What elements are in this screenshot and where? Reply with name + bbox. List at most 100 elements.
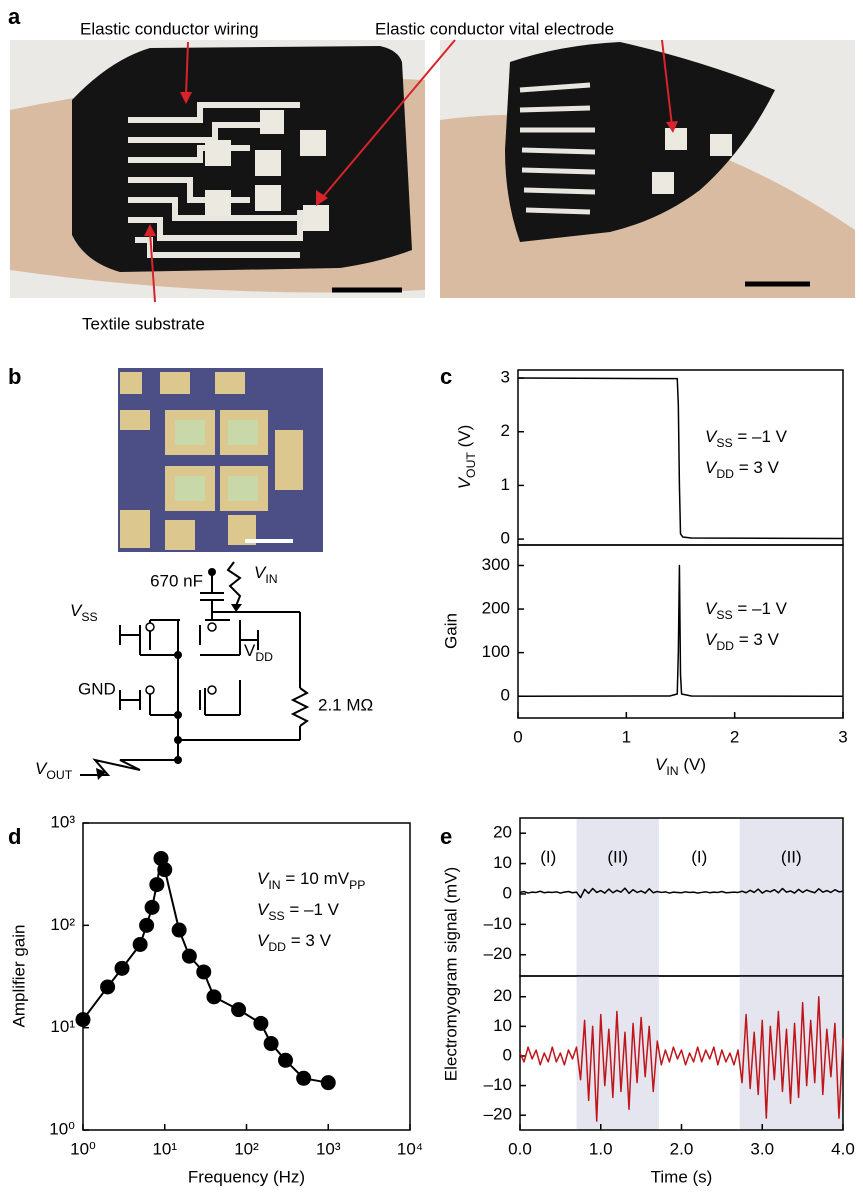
y-tick-label: 10 [493,853,512,872]
data-point [115,961,130,976]
circuit-label: GND [78,679,116,698]
annotation-part: = 3 V [734,458,780,477]
shaded-region [740,818,843,976]
panel-label: e [440,824,452,849]
data-point [133,937,148,952]
x-tick-label: 2 [730,727,739,746]
y-tick-label: 2 [501,421,510,440]
region-label: (I) [540,847,556,866]
data-line [518,565,843,696]
figure: Elastic conductor wiring Elastic conduct… [0,0,863,1202]
y-tick-label: 0 [501,686,510,705]
annotation-part: = 3 V [734,630,780,649]
photo-label: Elastic conductor vital electrode [375,19,614,38]
plot-frame [83,823,410,1130]
data-point [100,979,115,994]
y-tick-label: 20 [493,986,512,1005]
micrograph [118,368,323,552]
shaded-region [577,818,659,976]
y-tick-label: 300 [482,555,510,574]
y-tick-label: –10 [484,1075,512,1094]
x-tick-label: 3 [838,727,847,746]
photo-right [440,40,855,298]
circuit-label-part: OUT [46,768,72,782]
y-tick-label: 0 [503,883,512,902]
circuit-label: 670 nF [150,571,203,590]
data-point [149,877,164,892]
circuit-label: VIN [254,563,278,586]
x-axis-label: VIN (V) [655,755,706,778]
y-tick-label: –20 [484,1105,512,1124]
photo-left [10,40,425,298]
x-tick-label: 10² [234,1139,259,1158]
y-tick-label: 10¹ [50,1017,75,1036]
data-point [157,862,172,877]
annotation-part: IN [268,878,280,892]
annotation-part: = –1 V [285,900,340,919]
panel-label: d [8,824,21,849]
circuit-label-part: V [244,641,256,660]
circuit-label: 2.1 MΩ [318,695,373,714]
annotation: VDD = 3 V [705,458,780,481]
y-tick-label: 10 [493,1016,512,1035]
region-label: (II) [781,847,802,866]
y-axis-label: Amplifier gain [9,925,28,1028]
x-tick-label: 3.0 [750,1139,774,1158]
annotation: VIN = 10 mVPP [257,869,365,892]
annotation-part: PP [349,878,365,892]
y-axis-label: Electromyogram signal (mV) [441,867,460,1081]
annotation: VSS = –1 V [257,900,340,923]
annotation-part: SS [716,608,732,622]
y-tick-label: 10² [50,915,75,934]
annotation: VDD = 3 V [257,931,332,954]
data-point [321,1075,336,1090]
circuit-label: VSS [70,601,98,624]
annotation: VSS = –1 V [705,599,788,622]
panel-label: c [440,364,452,389]
x-tick-label: 0.0 [508,1139,532,1158]
data-point [182,949,197,964]
x-axis-label: Frequency (Hz) [188,1167,305,1186]
annotation-part: DD [268,940,286,954]
y-tick-label: 3 [501,368,510,387]
data-point [231,1002,246,1017]
panel-label: a [8,4,21,29]
y-tick-label: 10⁰ [49,1119,75,1138]
x-tick-label: 10¹ [152,1139,177,1158]
data-point [196,964,211,979]
x-axis-label-part: (V) [679,755,706,774]
annotation-part: = 10 mV [281,869,350,888]
annotation-part: = –1 V [733,427,788,446]
data-point [172,923,187,938]
y-tick-label: 0 [501,529,510,548]
y-tick-label: 200 [482,599,510,618]
data-point [206,989,221,1004]
y-axis-label: VOUT (V) [455,425,478,490]
annotation: VDD = 3 V [705,630,780,653]
data-line [518,378,843,539]
y-axis-label-part: (V) [455,425,474,452]
circuit-label: VOUT [35,759,73,782]
y-tick-label: 1 [501,475,510,494]
y-axis-label-part: OUT [464,452,478,478]
photo-label: Elastic conductor wiring [80,19,259,38]
y-tick-label: 20 [493,823,512,842]
x-tick-label: 2.0 [670,1139,694,1158]
y-tick-label: –20 [484,944,512,963]
x-tick-label: 10⁰ [70,1139,96,1158]
y-axis-label: Gain [441,613,460,649]
data-point [145,900,160,915]
data-point [139,918,154,933]
annotation-part: SS [716,436,732,450]
y-tick-label: 0 [503,1045,512,1064]
region-label: (I) [691,847,707,866]
annotation-part: DD [716,467,734,481]
x-tick-label: 0 [513,727,522,746]
y-tick-label: 100 [482,642,510,661]
circuit [80,562,307,775]
annotation-part: SS [268,909,284,923]
x-tick-label: 10³ [316,1139,341,1158]
x-tick-label: 4.0 [831,1139,855,1158]
annotation: VSS = –1 V [705,427,788,450]
x-tick-label: 1.0 [589,1139,613,1158]
